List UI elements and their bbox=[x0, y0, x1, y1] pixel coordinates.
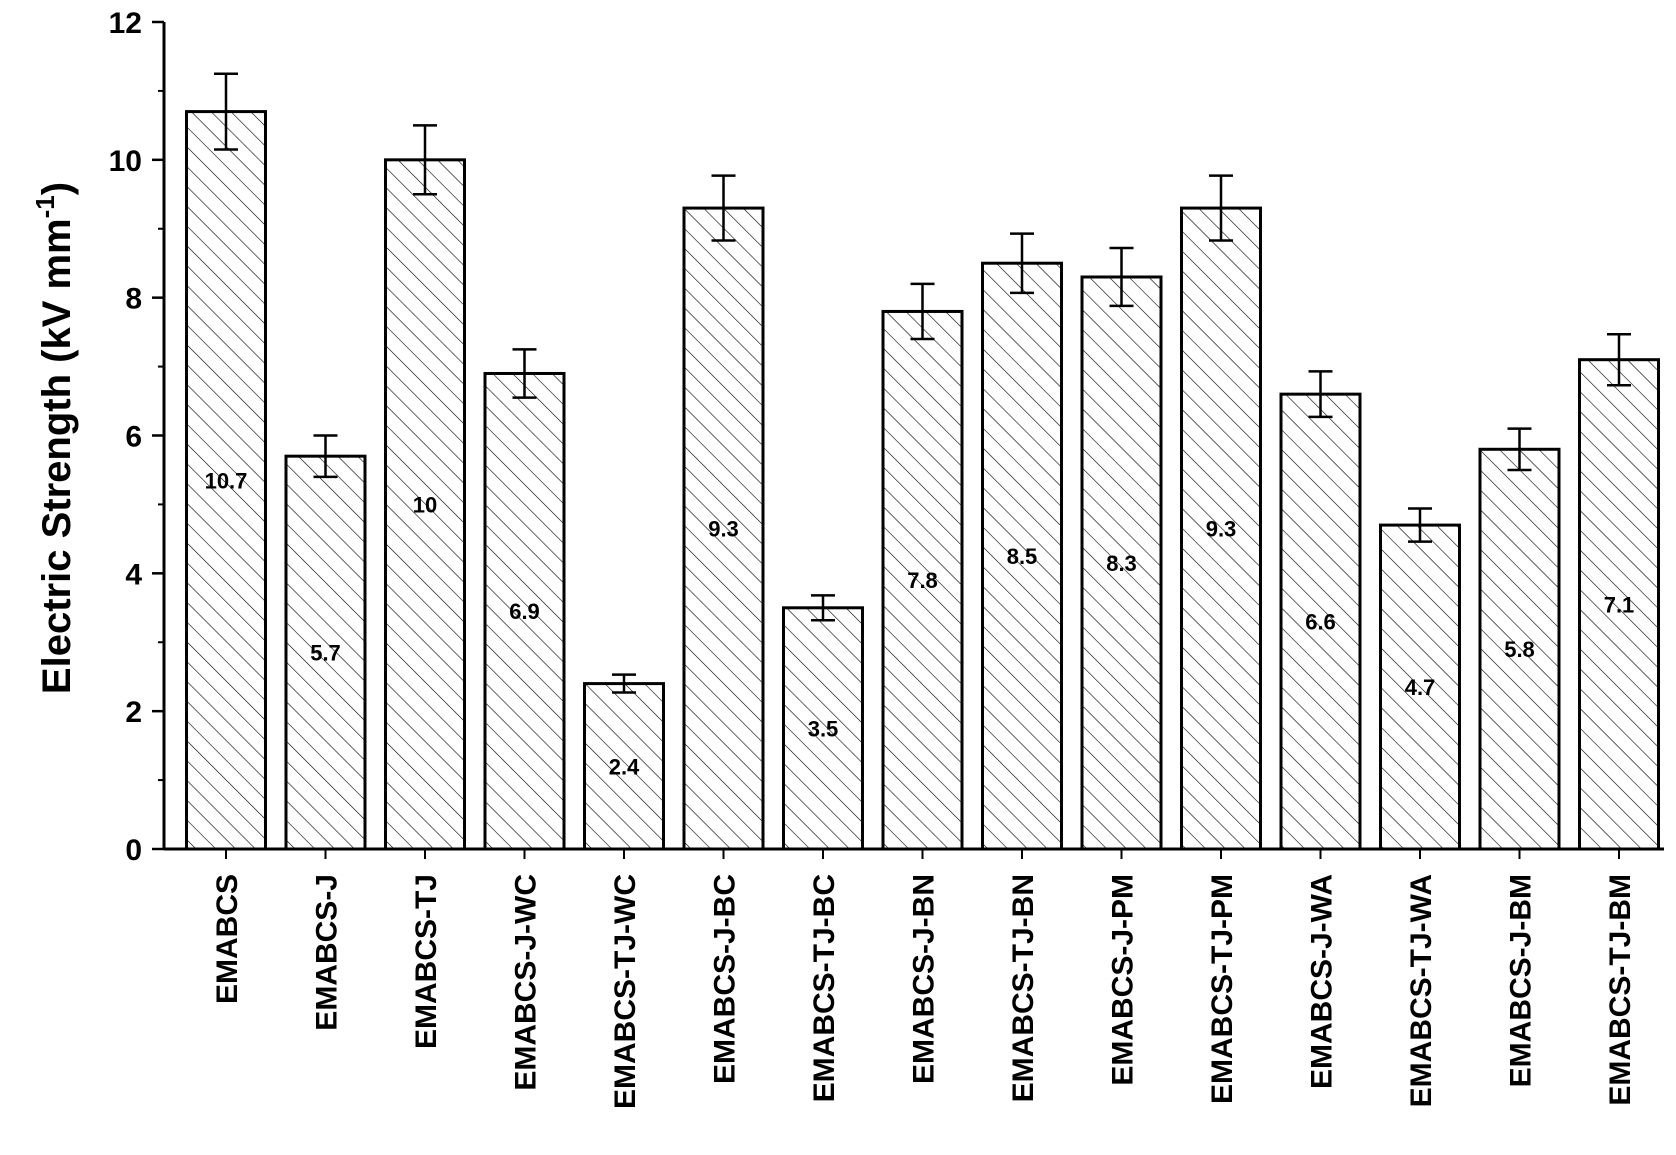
y-axis-title-superscript: -1 bbox=[30, 195, 60, 218]
data-label: 5.7 bbox=[310, 641, 341, 666]
data-label: 4.7 bbox=[1405, 675, 1436, 700]
error-bar bbox=[413, 124, 437, 196]
y-tick-label: 4 bbox=[125, 558, 142, 591]
bar bbox=[881, 309, 964, 851]
data-label: 5.8 bbox=[1504, 637, 1535, 662]
error-bar bbox=[1209, 174, 1233, 242]
y-axis-title-close: ) bbox=[35, 182, 79, 195]
y-tick-label: 8 bbox=[125, 283, 142, 316]
data-label: 10 bbox=[413, 492, 437, 517]
data-label: 9.3 bbox=[708, 517, 739, 542]
bar bbox=[1279, 392, 1362, 851]
bar bbox=[1478, 447, 1561, 851]
x-tick-label: EMABCS-TJ bbox=[410, 874, 443, 1049]
error-bar bbox=[1607, 332, 1631, 387]
y-tick-label: 0 bbox=[125, 834, 142, 867]
y-tick-label: 10 bbox=[109, 145, 142, 178]
data-label: 6.6 bbox=[1305, 610, 1336, 635]
y-tick-label: 12 bbox=[109, 7, 142, 40]
data-label: 8.5 bbox=[1007, 544, 1038, 569]
x-tick-label: EMABCS-J-PM bbox=[1107, 874, 1140, 1086]
data-label: 10.7 bbox=[205, 468, 248, 493]
x-tick-label: EMABCS-J-BN bbox=[908, 874, 941, 1084]
x-tick-label: EMABCS-TJ-WC bbox=[609, 874, 642, 1109]
error-bar bbox=[1408, 507, 1432, 543]
error-bar bbox=[612, 673, 636, 694]
x-tick-label: EMABCS-TJ-BC bbox=[808, 874, 841, 1102]
data-label: 7.1 bbox=[1604, 592, 1635, 617]
x-tick-label: EMABCS-TJ-WA bbox=[1405, 874, 1438, 1107]
x-tick-label: EMABCS-J-BC bbox=[709, 874, 742, 1084]
x-tick-label: EMABCS-TJ-PM bbox=[1206, 874, 1239, 1104]
bar bbox=[981, 261, 1063, 851]
y-tick-label: 2 bbox=[125, 696, 142, 729]
bar bbox=[1578, 358, 1660, 851]
data-label: 6.9 bbox=[509, 599, 540, 624]
x-tick-label: EMABCS-TJ-BM bbox=[1604, 874, 1637, 1106]
bar bbox=[1180, 206, 1262, 851]
x-tick-label: EMABCS bbox=[211, 874, 244, 1004]
x-tick-label: EMABCS-J-BM bbox=[1505, 874, 1538, 1087]
error-bar bbox=[1010, 232, 1034, 295]
bars-layer: 10.7 5.7 10 6.9 2.4 9.3 3.5 7.8 8.5 8.3 9.3 6.6 4.7 5… bbox=[185, 72, 1660, 851]
error-bar bbox=[1109, 246, 1134, 308]
data-label: 2.4 bbox=[609, 754, 640, 779]
data-label: 9.3 bbox=[1206, 517, 1237, 542]
data-label: 8.3 bbox=[1106, 551, 1137, 576]
error-bar bbox=[1308, 370, 1333, 419]
bar bbox=[185, 110, 267, 851]
error-bar bbox=[512, 348, 537, 399]
error-bar bbox=[313, 434, 338, 479]
error-bar bbox=[1507, 427, 1532, 472]
x-tick-label: EMABCS-TJ-BN bbox=[1007, 874, 1040, 1102]
error-bar bbox=[711, 174, 736, 242]
axes-layer: EMABCS EMABCS-J EMABCS-TJ EMABCS-J-WC EMABCS… bbox=[109, 7, 1664, 1109]
data-label: 7.8 bbox=[907, 568, 938, 593]
x-tick-label: EMABCS-J-WC bbox=[510, 874, 543, 1091]
x-tick-label: EMABCS-J bbox=[311, 874, 344, 1031]
error-bar bbox=[811, 594, 835, 622]
bar bbox=[782, 606, 864, 851]
bar bbox=[384, 158, 466, 851]
y-tick-label: 6 bbox=[125, 421, 142, 454]
data-label: 3.5 bbox=[808, 716, 839, 741]
error-bar bbox=[910, 282, 935, 341]
x-tick-label: EMABCS-J-WA bbox=[1306, 874, 1339, 1089]
error-bar bbox=[214, 72, 238, 151]
y-axis-title: Electric Strength (kV mm-1) bbox=[30, 182, 79, 694]
y-axis-title-main: Electric Strength (kV mm bbox=[35, 218, 79, 694]
